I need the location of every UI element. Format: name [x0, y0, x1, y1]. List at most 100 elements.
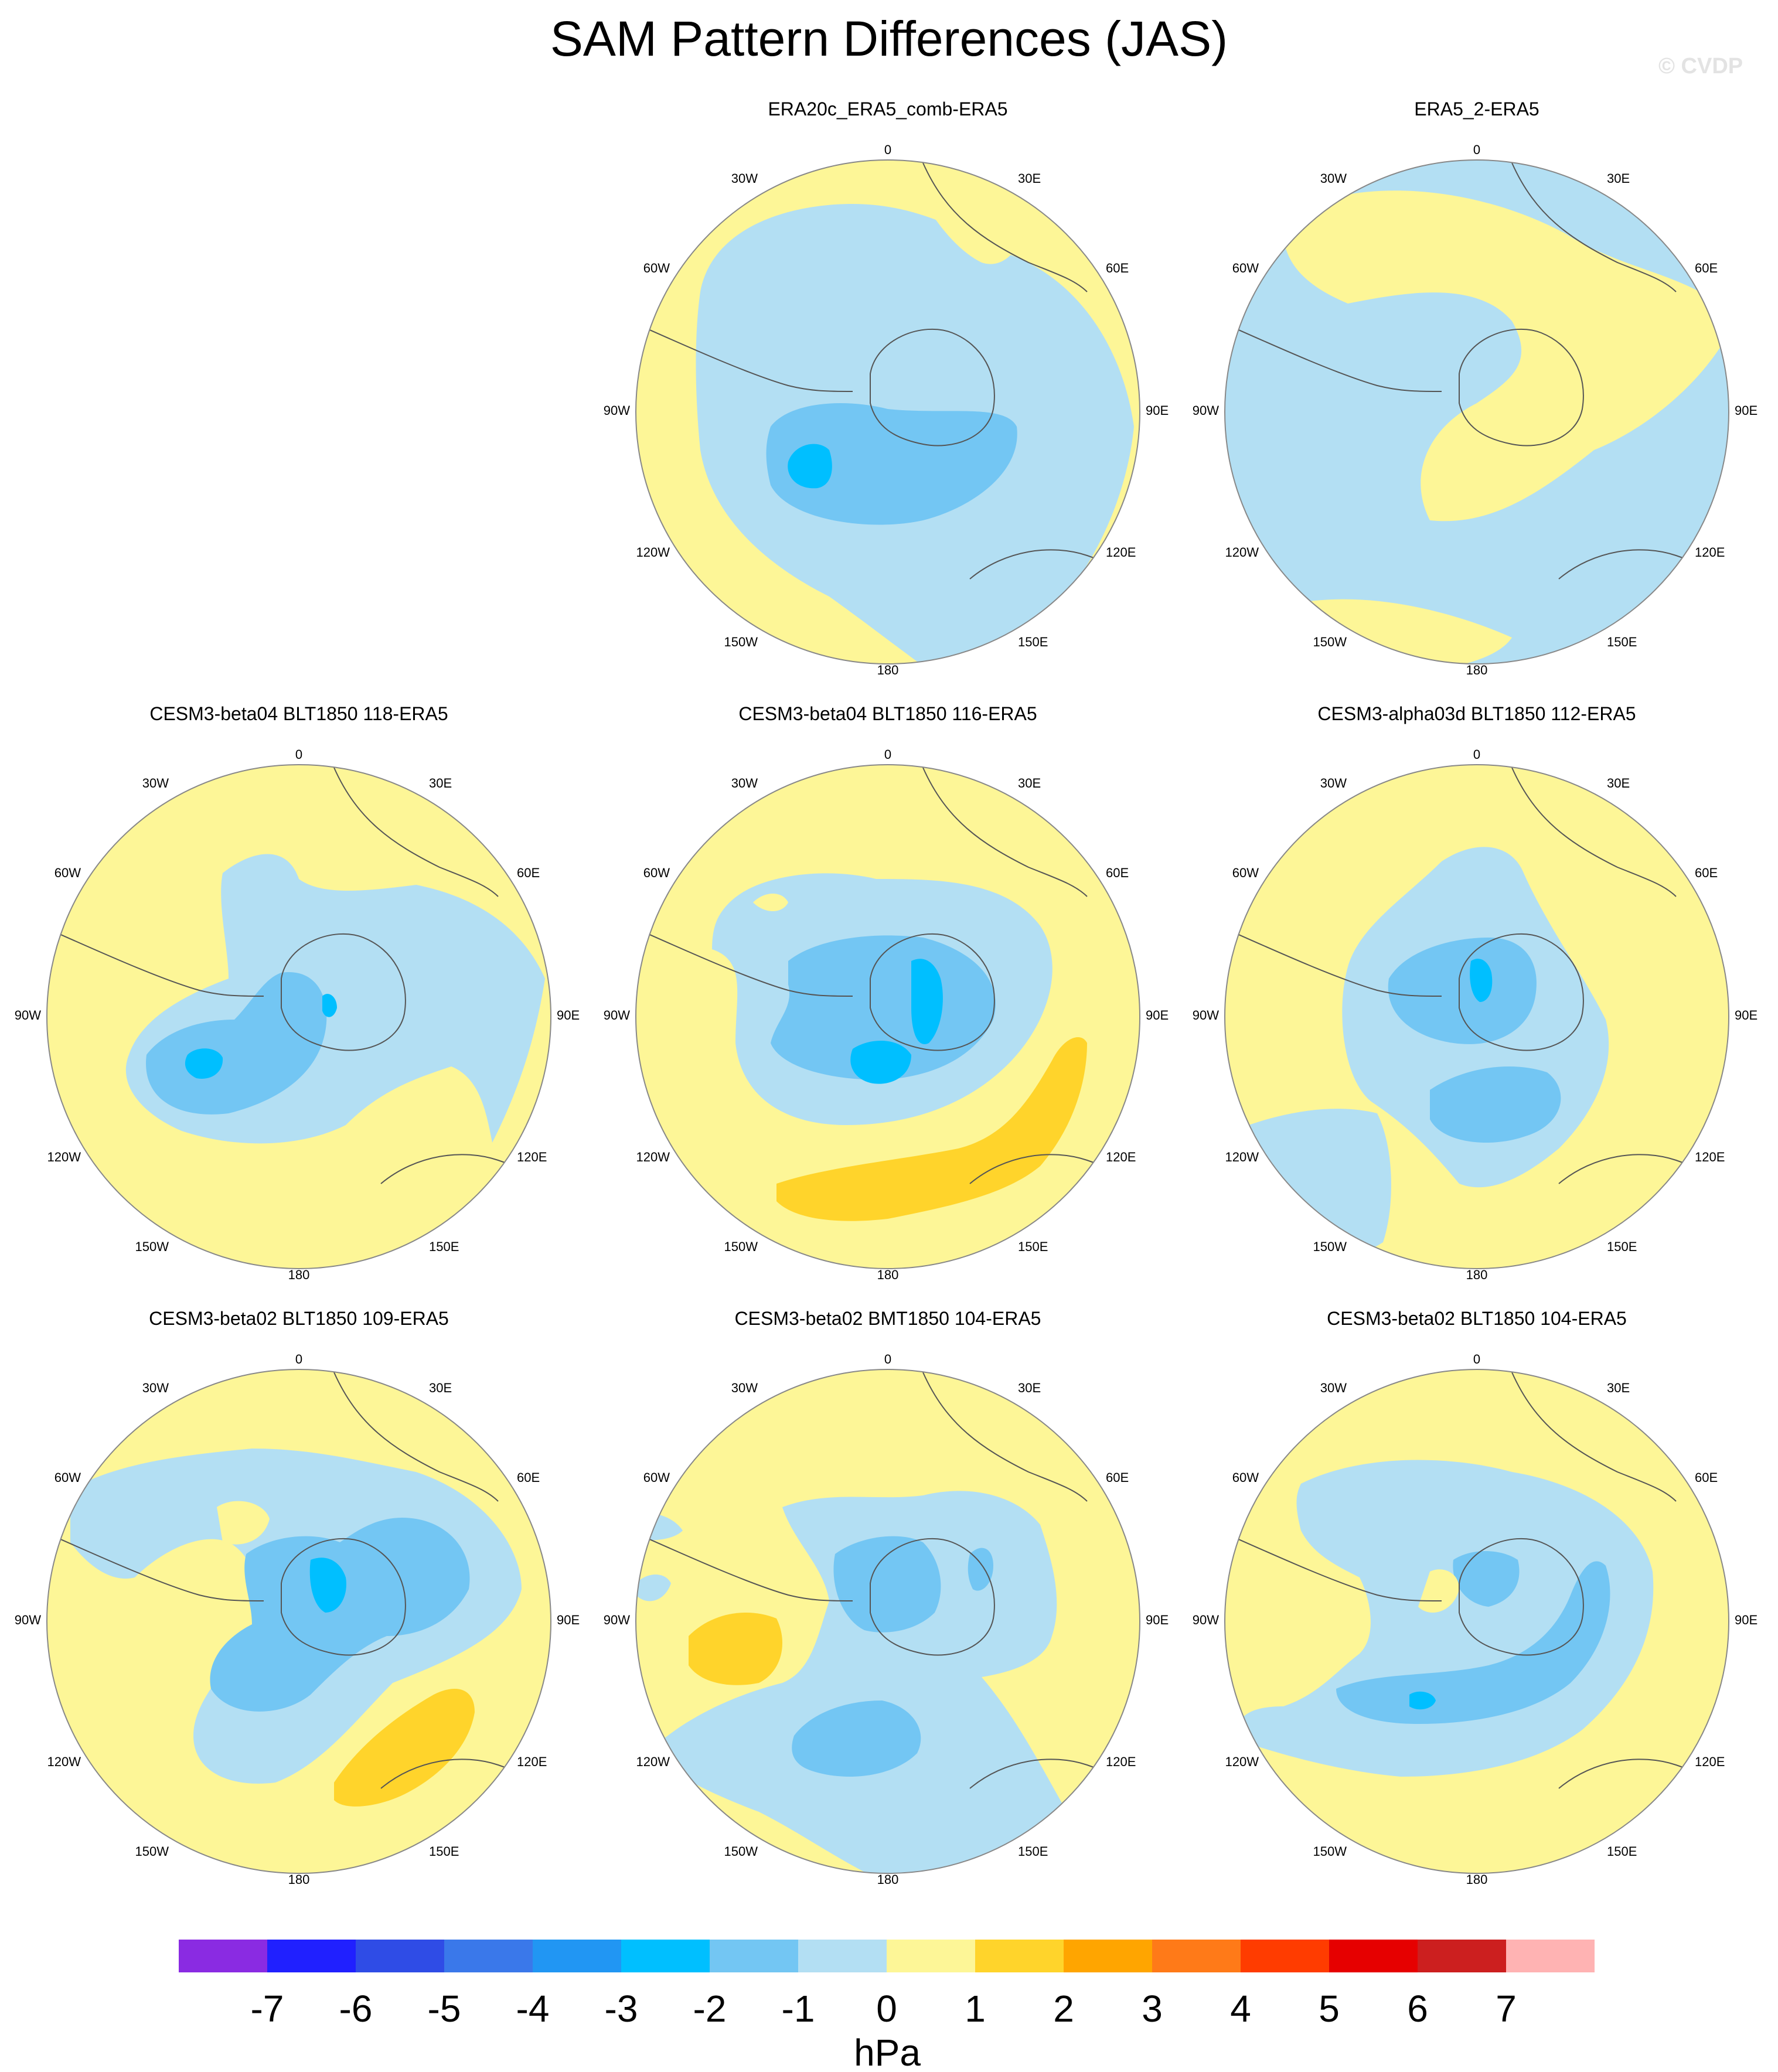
lon-label: 90E	[1146, 403, 1169, 418]
map-panel-beta02-blt-104: CESM3-beta02 BLT1850 104-ERA5 0 30E 60E …	[1184, 1308, 1770, 1894]
antarctica-coastline	[1459, 1538, 1584, 1656]
lon-label: 180	[877, 663, 899, 677]
neg-anomaly-region	[636, 1575, 671, 1601]
lon-label: 0	[295, 747, 302, 762]
africa-coastline	[333, 767, 499, 897]
lon-label: 30W	[1320, 171, 1347, 186]
polar-map: 0 30E 60E 90E 120E 150E 180 150W 120W 90…	[1193, 142, 1757, 677]
colorbar-tick-label: -7	[251, 1988, 284, 2030]
africa-coastline	[922, 162, 1088, 292]
lon-label: 90E	[557, 1613, 580, 1627]
lon-label: 60E	[517, 865, 540, 880]
lon-label: 60E	[1695, 1470, 1718, 1485]
lon-label: 120W	[1225, 545, 1259, 560]
antarctica-coastline	[281, 933, 406, 1051]
map-panel-era20c: ERA20c_ERA5_comb-ERA5 0 30E 60E 90E 120E…	[595, 98, 1181, 684]
lon-label: 180	[288, 1267, 310, 1282]
lon-label: 90W	[1193, 1008, 1219, 1023]
lon-label: 0	[884, 747, 891, 762]
lon-label: 120E	[1106, 1150, 1136, 1164]
lon-label: 60E	[1106, 261, 1129, 275]
neg-anomaly-region	[911, 959, 943, 1044]
south-america-coastline	[47, 1530, 264, 1601]
australia-coastline	[380, 1154, 551, 1208]
pos-anomaly-region	[217, 1501, 270, 1545]
lon-label: 90W	[604, 403, 630, 418]
page-title: SAM Pattern Differences (JAS)	[550, 11, 1228, 66]
panel-title: CESM3-beta02 BLT1850 109-ERA5	[149, 1308, 449, 1329]
africa-coastline	[1511, 1372, 1677, 1502]
lon-label: 30W	[731, 776, 758, 790]
pos-anomaly-region	[689, 1613, 782, 1685]
lon-label: 0	[1473, 1352, 1480, 1366]
panel-title: ERA20c_ERA5_comb-ERA5	[768, 98, 1008, 120]
neg-anomaly-region	[1453, 1551, 1520, 1607]
lon-label: 90W	[604, 1613, 630, 1627]
pos-anomaly-region	[1282, 190, 1729, 522]
africa-coastline	[1511, 162, 1677, 292]
neg-anomaly-region	[1409, 1691, 1436, 1710]
antarctica-coastline	[281, 1538, 406, 1656]
neg-anomaly-region	[766, 403, 1017, 525]
lon-label: 60W	[1232, 261, 1259, 275]
colorbar-boxes	[179, 1940, 1595, 1972]
colorbar-swatch	[798, 1940, 887, 1972]
lon-label: 150E	[1607, 1844, 1637, 1859]
lon-label: 0	[884, 142, 891, 157]
lon-label: 60W	[1232, 865, 1259, 880]
lon-label: 30E	[1607, 171, 1630, 186]
south-america-coastline	[1225, 925, 1442, 997]
lon-label: 120E	[1695, 545, 1725, 560]
colorbar-swatch	[1064, 1940, 1152, 1972]
cvdp-watermark: © CVDP	[1658, 54, 1743, 79]
colorbar-swatch	[179, 1940, 267, 1972]
lon-label: 60W	[55, 865, 81, 880]
polar-map: 0 30E 60E 90E 120E 150E 180 150W 120W 90…	[15, 1352, 580, 1887]
colorbar: -7 -6 -5 -4 -3 -2 -1 0 1 2 3 4 5 6 7 hPa	[179, 1940, 1595, 2072]
lon-label: 150E	[429, 1239, 459, 1254]
colorbar-unit: hPa	[854, 2032, 921, 2072]
lon-label: 90E	[1146, 1008, 1169, 1023]
australia-coastline	[1558, 1759, 1729, 1812]
lon-label: 150W	[724, 1844, 758, 1859]
neg-anomaly-region	[322, 994, 337, 1017]
colorbar-swatch	[533, 1940, 621, 1972]
colorbar-swatch	[1418, 1940, 1506, 1972]
polar-map: 0 30E 60E 90E 120E 150E 180 150W 120W 90…	[1193, 747, 1757, 1282]
australia-coastline	[1558, 1154, 1729, 1208]
lon-label: 60W	[1232, 1470, 1259, 1485]
colorbar-swatch	[621, 1940, 710, 1972]
colorbar-tick-label: 3	[1142, 1988, 1163, 2030]
colorbar-ticks: -7 -6 -5 -4 -3 -2 -1 0 1 2 3 4 5 6 7	[251, 1988, 1517, 2030]
lon-label: 150W	[724, 635, 758, 649]
neg-anomaly-region	[648, 1491, 1064, 1873]
neg-anomaly-region	[771, 935, 996, 1080]
antarctica-coastline	[870, 328, 995, 447]
neg-anomaly-region	[1470, 959, 1493, 1002]
colorbar-swatch	[444, 1940, 533, 1972]
lon-label: 30W	[142, 776, 169, 790]
map-panel-beta02-blt-109: CESM3-beta02 BLT1850 109-ERA5 0 30E 60E …	[6, 1308, 592, 1894]
colorbar-swatch	[1241, 1940, 1329, 1972]
neg-anomaly-region	[968, 1548, 993, 1591]
lon-label: 0	[1473, 747, 1480, 762]
lon-label: 120E	[517, 1150, 547, 1164]
colorbar-tick-label: -5	[428, 1988, 461, 2030]
neg-anomaly-region	[833, 1536, 941, 1633]
lon-label: 150E	[429, 1844, 459, 1859]
south-america-coastline	[636, 925, 853, 997]
colorbar-swatch	[1152, 1940, 1241, 1972]
lon-label: 150W	[1313, 635, 1347, 649]
lon-label: 30E	[1607, 776, 1630, 790]
neg-anomaly-region	[1388, 938, 1537, 1044]
colorbar-tick-label: 7	[1496, 1988, 1517, 2030]
colorbar-swatch	[356, 1940, 444, 1972]
polar-map: 0 30E 60E 90E 120E 150E 180 150W 120W 90…	[1193, 1352, 1757, 1887]
panel-title: ERA5_2-ERA5	[1414, 98, 1539, 120]
lon-label: 30E	[1607, 1381, 1630, 1395]
lon-label: 180	[1466, 663, 1488, 677]
lon-label: 150E	[1018, 1239, 1048, 1254]
map-panel-alpha03d-112: CESM3-alpha03d BLT1850 112-ERA5 0 30E 60…	[1184, 703, 1770, 1289]
colorbar-tick-label: 5	[1319, 1988, 1340, 2030]
lon-label: 30E	[1018, 776, 1041, 790]
